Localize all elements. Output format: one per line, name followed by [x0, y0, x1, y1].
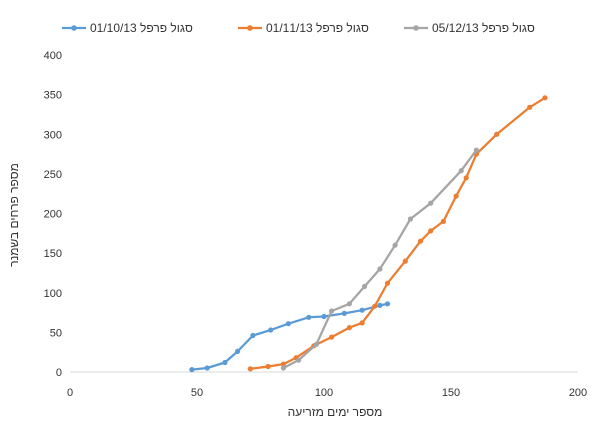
data-point: [285, 321, 291, 327]
data-point: [392, 242, 398, 248]
data-point: [440, 218, 446, 224]
series-1: [189, 301, 391, 373]
legend-entry: סגול פרפל 05/12/13: [404, 21, 535, 35]
data-point: [321, 313, 327, 320]
data-point: [313, 341, 319, 347]
legend-label: סגול פרפל 01/10/13: [90, 21, 193, 35]
data-point: [268, 327, 274, 333]
data-point: [417, 238, 424, 244]
y-tick-label: 150: [44, 248, 62, 260]
x-tick-label: 100: [315, 387, 333, 399]
y-tick-label: 300: [44, 129, 62, 141]
plot-area: [189, 95, 548, 373]
data-point: [306, 314, 312, 320]
y-axis: 0 50 100 150 200 250 300 350 400: [44, 50, 62, 379]
series-line: [282, 148, 478, 370]
data-point: [204, 365, 210, 371]
data-point: [463, 175, 469, 181]
y-tick-label: 50: [50, 327, 62, 339]
legend-label: סגול פרפל 05/12/13: [432, 21, 535, 35]
legend: סגול פרפל 01/10/13 סגול פרפל 01/11/13 סגול…: [62, 21, 535, 35]
data-point: [473, 147, 479, 153]
data-point: [384, 301, 391, 307]
series-3: [280, 147, 479, 371]
data-point: [280, 365, 286, 371]
data-point: [265, 363, 271, 370]
data-point: [407, 216, 413, 222]
data-point: [189, 367, 195, 373]
data-point: [428, 200, 434, 206]
x-tick-label: 0: [67, 387, 73, 399]
y-tick-label: 100: [44, 288, 62, 300]
data-point: [372, 303, 378, 309]
x-axis: 0 50 100 150 200: [67, 371, 587, 399]
data-point: [377, 266, 383, 272]
data-point: [359, 307, 365, 313]
data-point: [346, 325, 352, 331]
legend-entry: סגול פרפל 01/11/13: [238, 21, 369, 35]
data-point: [527, 104, 533, 110]
data-point: [542, 95, 548, 101]
data-point: [247, 366, 253, 372]
data-point: [296, 357, 302, 363]
data-point: [384, 280, 391, 286]
y-tick-label: 250: [44, 169, 62, 181]
legend-marker: [71, 25, 77, 31]
data-point: [250, 332, 256, 339]
x-tick-label: 200: [569, 387, 587, 399]
y-tick-label: 400: [44, 50, 62, 62]
data-point: [359, 320, 365, 326]
data-point: [329, 334, 335, 340]
legend-marker: [247, 25, 253, 31]
data-point: [494, 131, 500, 137]
x-axis-title: מספר ימים מזריעה: [288, 405, 383, 419]
data-point: [329, 308, 335, 314]
series-line: [249, 96, 547, 370]
series-2: [247, 95, 548, 372]
legend-label: סגול פרפל 01/11/13: [266, 21, 369, 35]
data-point: [402, 258, 408, 264]
y-axis-title: מספר פרחים בשמנר: [7, 163, 21, 267]
legend-entry: סגול פרפל 01/10/13: [62, 21, 193, 35]
x-tick-label: 50: [191, 387, 203, 399]
y-tick-label: 0: [56, 367, 62, 379]
data-point: [377, 302, 383, 308]
data-point: [428, 228, 434, 234]
x-tick-label: 150: [442, 387, 460, 399]
data-point: [458, 168, 464, 174]
data-point: [453, 193, 459, 199]
data-point: [222, 359, 228, 366]
data-point: [235, 348, 241, 354]
data-point: [341, 310, 347, 316]
data-point: [346, 301, 352, 307]
y-tick-label: 200: [44, 209, 62, 221]
legend-marker: [413, 25, 419, 31]
y-tick-label: 350: [44, 90, 62, 102]
data-point: [280, 361, 286, 367]
data-point: [362, 283, 368, 289]
